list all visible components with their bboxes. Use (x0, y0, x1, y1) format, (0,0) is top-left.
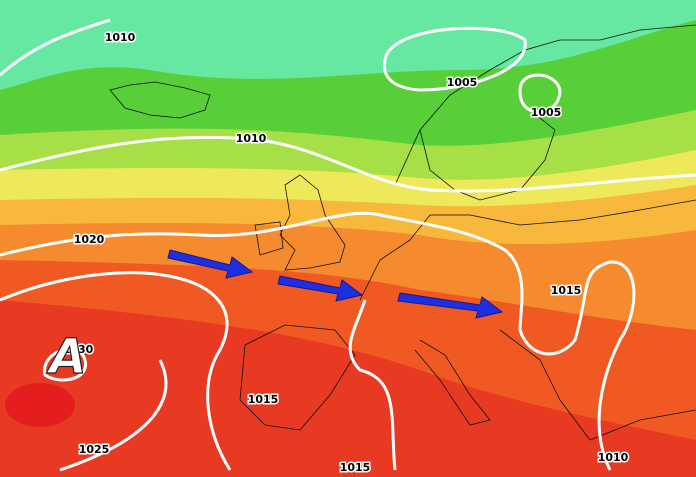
isobar-label: 1010 (105, 31, 136, 44)
iceland (109, 81, 211, 119)
isobar-label: 1015 (340, 461, 371, 474)
isobar-label: 1020 (74, 233, 105, 246)
isobar (0, 18, 696, 193)
arrow (167, 249, 254, 279)
wind-arrows (167, 249, 504, 319)
isobar (382, 26, 527, 92)
isobar-label: 1005 (447, 76, 478, 89)
high-core (5, 383, 75, 427)
isobar (0, 211, 636, 471)
isobar-label: 1030 (63, 343, 94, 356)
pressure-center: A (45, 329, 86, 385)
isobar-label: 1010 (598, 451, 629, 464)
isobars (0, 18, 696, 472)
isobar (0, 271, 397, 471)
isobar-label: 1015 (551, 284, 582, 297)
isobar-label: 1010 (236, 132, 267, 145)
iberia (239, 324, 356, 431)
isobar-label: 1015 (248, 393, 279, 406)
arrow (277, 275, 364, 302)
italy (414, 339, 491, 426)
isobar-label: 1005 (531, 106, 562, 119)
isobar-label: 1025 (79, 443, 110, 456)
band-mint (0, 0, 696, 90)
british-isles (254, 174, 346, 271)
continent (359, 199, 696, 441)
arrow (397, 292, 504, 319)
isobar (43, 347, 168, 472)
isobar (518, 73, 562, 114)
